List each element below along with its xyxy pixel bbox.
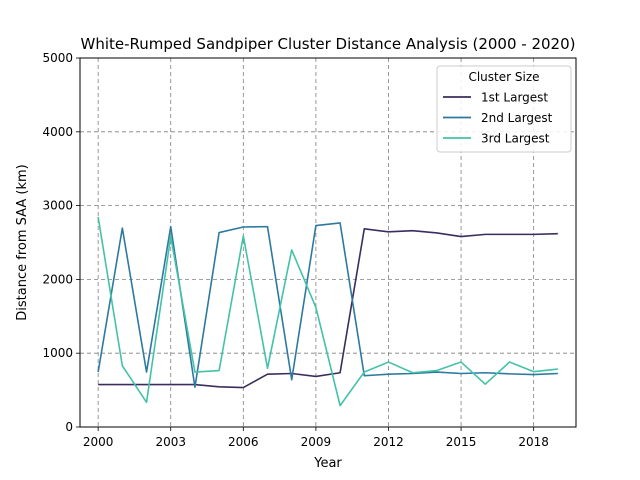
y-tick-label: 4000 bbox=[42, 125, 73, 139]
x-axis-label: Year bbox=[313, 456, 342, 471]
x-tick-label: 2006 bbox=[228, 435, 259, 449]
x-tick-label: 2009 bbox=[301, 435, 332, 449]
x-tick-label: 2018 bbox=[518, 435, 549, 449]
x-tick-label: 2012 bbox=[373, 435, 404, 449]
plot-frame bbox=[79, 57, 577, 428]
legend-label-3: 3rd Largest bbox=[481, 132, 550, 146]
chart-title: White-Rumped Sandpiper Cluster Distance … bbox=[81, 35, 576, 53]
x-tick-label: 2003 bbox=[155, 435, 186, 449]
x-axis: 2000 2003 2006 2009 2012 2015 2018 bbox=[83, 427, 549, 449]
series-line-3 bbox=[97, 216, 558, 407]
series-line-2 bbox=[97, 222, 558, 388]
y-axis: 0 1000 2000 3000 4000 5000 bbox=[42, 51, 80, 434]
series-line-1 bbox=[98, 228, 558, 389]
y-tick-label: 0 bbox=[65, 420, 73, 434]
legend-label-1: 1st Largest bbox=[481, 91, 548, 105]
x-tick-label: 2015 bbox=[446, 435, 477, 449]
x-tick-label: 2000 bbox=[83, 435, 114, 449]
y-tick-label: 5000 bbox=[42, 51, 73, 65]
legend-title: Cluster Size bbox=[468, 70, 539, 84]
legend-box bbox=[436, 65, 572, 153]
legend-entries: 1st Largest 2nd Largest 3rd Largest bbox=[443, 91, 553, 146]
y-tick-label: 3000 bbox=[42, 199, 73, 213]
y-tick-label: 1000 bbox=[42, 346, 73, 360]
legend: Cluster Size 1st Largest 2nd Largest 3rd L… bbox=[436, 65, 572, 153]
legend-label-2: 2nd Largest bbox=[481, 111, 553, 125]
y-tick-label: 2000 bbox=[42, 272, 73, 286]
y-axis-label: Distance from SAA (km) bbox=[15, 164, 30, 320]
series-layer bbox=[97, 216, 558, 407]
